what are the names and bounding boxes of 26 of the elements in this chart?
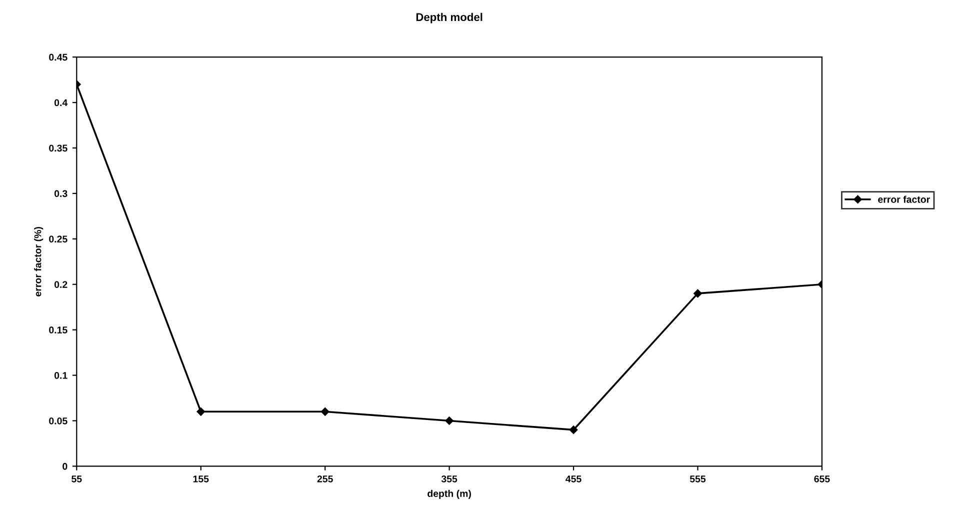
x-tick-label: 555 xyxy=(690,476,706,482)
x-axis-title: depth (m) xyxy=(428,490,471,499)
x-tick-label: 155 xyxy=(193,476,209,482)
x-tick-label: 655 xyxy=(814,475,830,482)
point xyxy=(694,289,702,298)
y-tick-label: 0.15 xyxy=(49,326,68,334)
point xyxy=(445,416,454,425)
y-axis-title: error factor (%) xyxy=(34,226,44,296)
y-tick-label: 0.4 xyxy=(54,99,68,106)
x-tick-label: 455 xyxy=(566,476,582,482)
y-tick-label: 0 xyxy=(62,462,68,470)
y-tick-label: 0.05 xyxy=(49,417,68,424)
legend-label: error factor xyxy=(878,196,930,203)
y-tick-label: 0.35 xyxy=(49,144,68,152)
x-tick-label: 55 xyxy=(72,476,82,482)
x-tick-label: 355 xyxy=(441,475,458,482)
point xyxy=(196,408,205,416)
y-tick-label: 0.2 xyxy=(54,281,68,288)
y-tick-label: 0.45 xyxy=(49,54,68,61)
point xyxy=(320,408,330,416)
chart-title: Depth model xyxy=(416,12,482,24)
y-tick-label: 0.25 xyxy=(49,236,68,243)
y-tick-label: 0.1 xyxy=(54,372,68,379)
point xyxy=(569,426,578,434)
y-tick-label: 0.3 xyxy=(54,190,68,198)
x-tick-label: 255 xyxy=(317,475,333,482)
